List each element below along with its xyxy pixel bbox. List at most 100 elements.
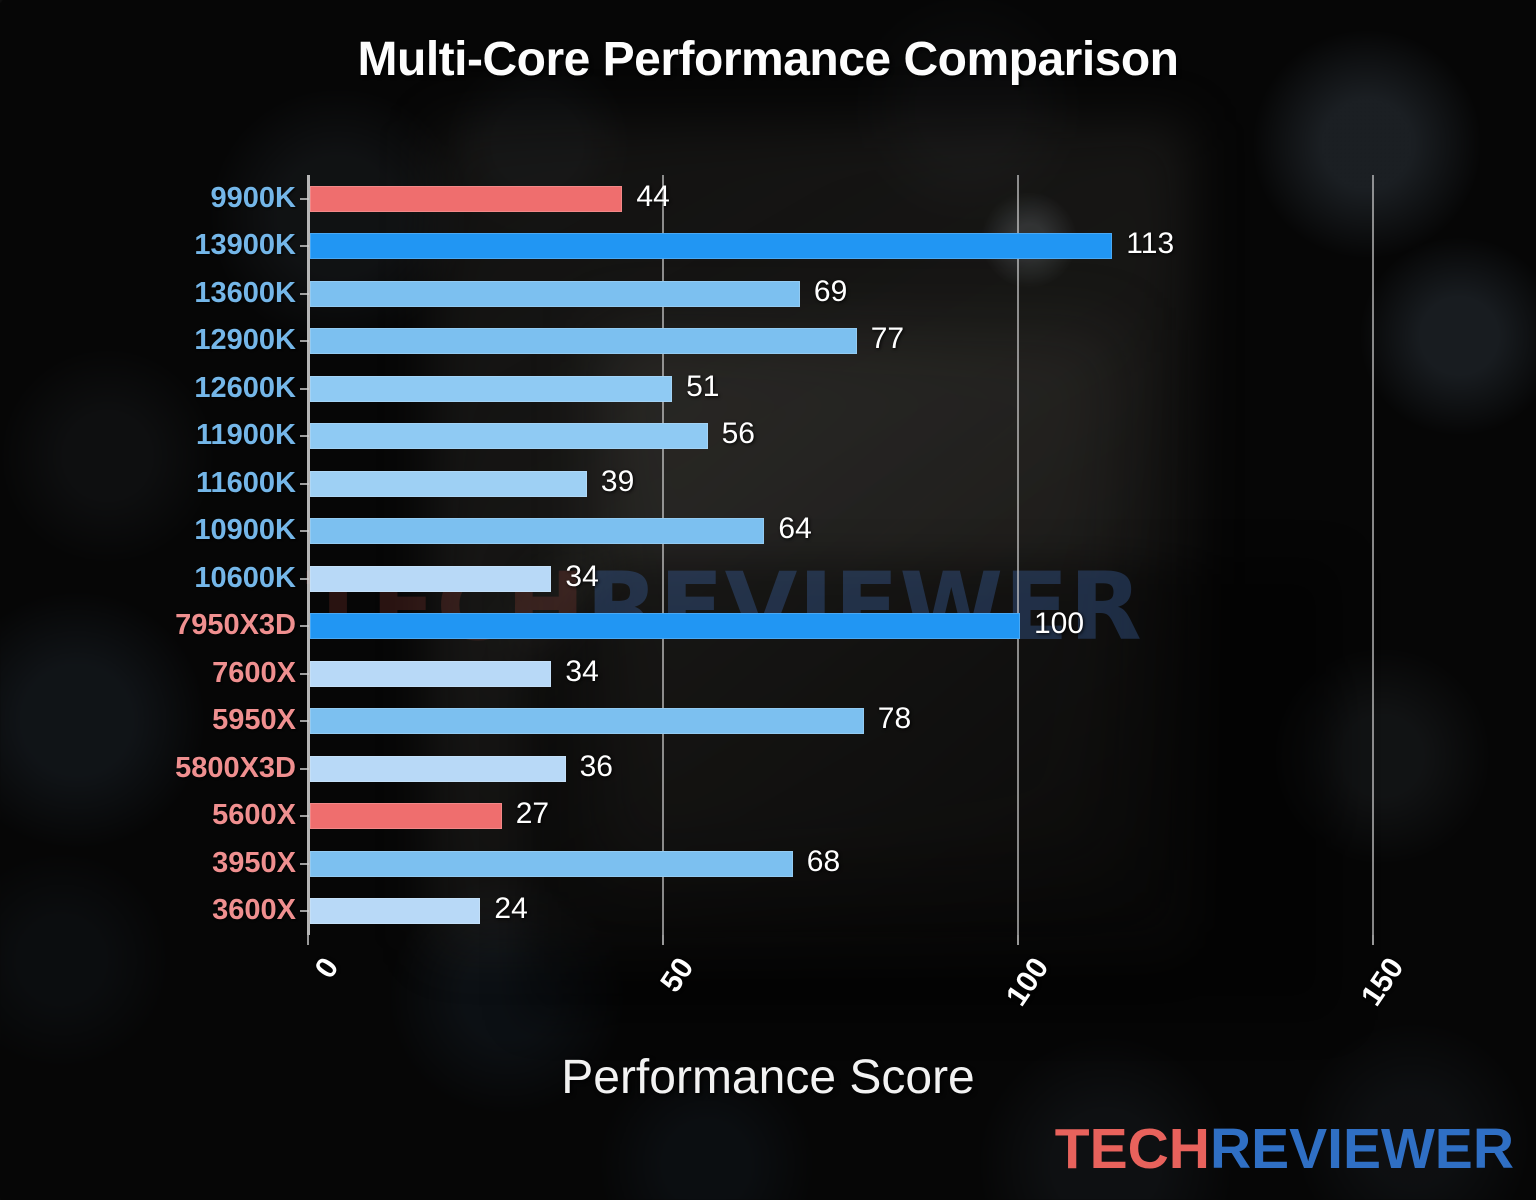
techreviewer-logo: TECHREVIEWER bbox=[1055, 1116, 1514, 1182]
y-axis-label-10600k: 10600K bbox=[194, 561, 296, 594]
bar-row: 5800X3D 36 bbox=[0, 745, 1536, 793]
bar-5950x[interactable] bbox=[310, 708, 864, 735]
bar-row: 3950X 68 bbox=[0, 840, 1536, 888]
x-tick-mark-150 bbox=[1372, 935, 1374, 945]
bar-value-7600x: 34 bbox=[565, 654, 599, 688]
y-tick-mark bbox=[300, 862, 309, 865]
y-tick-mark bbox=[300, 577, 309, 580]
bar-value-9900k: 44 bbox=[636, 179, 670, 213]
y-tick-mark bbox=[300, 292, 309, 295]
bar-row: 11900K 56 bbox=[0, 413, 1536, 461]
y-axis-label-7600x: 7600X bbox=[212, 656, 296, 689]
bar-12900k[interactable] bbox=[310, 328, 857, 355]
bar-7950x3d[interactable] bbox=[310, 613, 1020, 640]
y-axis-label-11600k: 11600K bbox=[196, 466, 296, 499]
bar-13600k[interactable] bbox=[310, 280, 800, 307]
y-axis-label-7950x3d: 7950X3D bbox=[175, 609, 296, 642]
bar-12600k[interactable] bbox=[310, 375, 673, 402]
bar-row: 5600X 27 bbox=[0, 793, 1536, 841]
y-axis-label-5950x: 5950X bbox=[212, 704, 296, 737]
bar-row: 12900K 77 bbox=[0, 318, 1536, 366]
bar-11600k[interactable] bbox=[310, 470, 587, 497]
gridline-100 bbox=[1017, 175, 1019, 935]
bar-5800x3d[interactable] bbox=[310, 755, 566, 782]
y-tick-mark bbox=[300, 767, 309, 770]
bar-row: 7950X3D 100 bbox=[0, 603, 1536, 651]
x-tick-label-50: 50 bbox=[654, 952, 701, 999]
y-tick-mark bbox=[300, 815, 309, 818]
x-tick-label-0: 0 bbox=[308, 952, 346, 985]
bar-value-11900k: 56 bbox=[721, 417, 755, 451]
bar-row: 13600K 69 bbox=[0, 270, 1536, 318]
bar-row: 13900K 113 bbox=[0, 223, 1536, 271]
bar-3950x[interactable] bbox=[310, 850, 793, 877]
bar-value-13600k: 69 bbox=[813, 274, 848, 308]
bar-13900k[interactable] bbox=[310, 233, 1113, 260]
y-tick-mark bbox=[300, 910, 309, 913]
bar-value-12900k: 77 bbox=[870, 322, 905, 356]
bar-value-10900k: 64 bbox=[778, 512, 812, 546]
background-cpu-die-inner bbox=[600, 330, 1120, 870]
x-tick-mark-50 bbox=[662, 935, 664, 945]
bar-value-7950x3d: 100 bbox=[1034, 607, 1085, 641]
bar-row: 12600K 51 bbox=[0, 365, 1536, 413]
bar-value-5800x3d: 36 bbox=[579, 749, 613, 783]
y-tick-mark bbox=[300, 482, 309, 485]
bar-value-13900k: 113 bbox=[1126, 227, 1175, 261]
bar-row: 3600X 24 bbox=[0, 888, 1536, 936]
y-axis-spine bbox=[307, 175, 310, 935]
y-tick-mark bbox=[300, 720, 309, 723]
bar-row: 10600K 34 bbox=[0, 555, 1536, 603]
bar-10600k[interactable] bbox=[310, 565, 552, 592]
bar-value-5950x: 78 bbox=[877, 702, 912, 736]
bar-5600x[interactable] bbox=[310, 803, 502, 830]
y-axis-label-12600k: 12600K bbox=[194, 371, 296, 404]
bar-value-3950x: 68 bbox=[806, 844, 841, 878]
bar-row: 5950X 78 bbox=[0, 698, 1536, 746]
bar-row: 10900K 64 bbox=[0, 508, 1536, 556]
bar-row: 7600X 34 bbox=[0, 650, 1536, 698]
bar-value-3600x: 24 bbox=[494, 892, 528, 926]
logo-reviewer-text: REVIEWER bbox=[1209, 1117, 1514, 1181]
gridline-150 bbox=[1372, 175, 1374, 935]
y-axis-label-13900k: 13900K bbox=[194, 229, 296, 262]
y-axis-label-10900k: 10900K bbox=[194, 514, 296, 547]
bar-9900k[interactable] bbox=[310, 185, 623, 212]
x-axis-label: Performance Score bbox=[561, 1051, 975, 1104]
bar-value-11600k: 39 bbox=[600, 464, 635, 498]
y-axis-label-9900k: 9900K bbox=[210, 181, 296, 214]
y-axis-label-5600x: 5600X bbox=[212, 799, 296, 832]
y-tick-mark bbox=[300, 530, 309, 533]
y-axis-label-5800x3d: 5800X3D bbox=[175, 751, 296, 784]
y-tick-mark bbox=[300, 245, 309, 248]
y-axis-label-12900k: 12900K bbox=[194, 324, 296, 357]
x-tick-mark-0 bbox=[307, 935, 309, 945]
y-axis-label-3950x: 3950X bbox=[212, 846, 296, 879]
bar-value-5600x: 27 bbox=[515, 797, 550, 831]
x-tick-label-100: 100 bbox=[1000, 952, 1056, 1012]
x-tick-label-150: 150 bbox=[1355, 952, 1411, 1012]
bar-value-12600k: 51 bbox=[686, 369, 720, 403]
bar-7600x[interactable] bbox=[310, 660, 552, 687]
y-axis-label-3600x: 3600X bbox=[212, 894, 296, 927]
y-tick-mark bbox=[300, 625, 309, 628]
bar-row: 9900K 44 bbox=[0, 175, 1536, 223]
y-tick-mark bbox=[300, 672, 309, 675]
chart-title: Multi-Core Performance Comparison bbox=[357, 33, 1179, 86]
bar-3600x[interactable] bbox=[310, 898, 481, 925]
y-tick-mark bbox=[300, 435, 309, 438]
y-tick-mark bbox=[300, 387, 309, 390]
x-tick-mark-100 bbox=[1017, 935, 1019, 945]
bar-11900k[interactable] bbox=[310, 423, 708, 450]
bar-10900k[interactable] bbox=[310, 518, 765, 545]
y-axis-label-11900k: 11900K bbox=[196, 419, 296, 452]
y-tick-mark bbox=[300, 340, 309, 343]
bar-value-10600k: 34 bbox=[565, 559, 599, 593]
bar-row: 11600K 39 bbox=[0, 460, 1536, 508]
logo-tech-text: TECH bbox=[1054, 1117, 1210, 1181]
y-tick-mark bbox=[300, 197, 309, 200]
y-axis-label-13600k: 13600K bbox=[194, 276, 296, 309]
gridline-50 bbox=[662, 175, 664, 935]
